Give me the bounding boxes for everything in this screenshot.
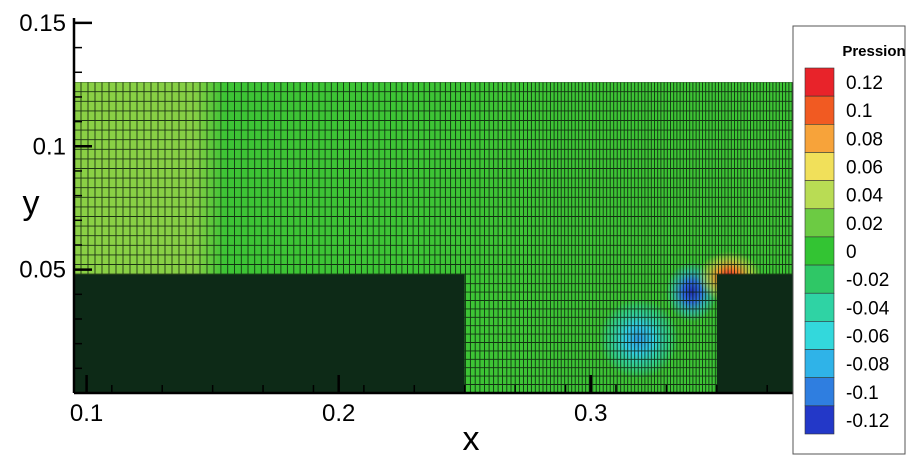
legend-swatch [804,95,835,125]
legend-swatch [804,349,835,378]
x-tick-label: 0.1 [70,400,103,427]
legend-label: 0.06 [846,158,883,179]
legend-swatch [804,321,835,350]
legend-swatch [804,292,835,322]
mesh-grid [74,82,805,393]
legend-swatch [804,124,835,153]
legend-label: -0.04 [846,298,890,319]
left-block [74,274,465,393]
legend-label: -0.1 [846,383,879,404]
plot-area [74,82,805,393]
y-axis-ticks: 0.05 0.1 0.15 [19,10,92,370]
x-tick-label: 0.2 [322,400,355,427]
legend-swatch [804,208,835,238]
legend-swatch [804,264,835,294]
solid-blocks [74,274,805,393]
legend-labels: 0.12 0.1 0.08 0.06 0.04 0.02 0 -0.02 -0.04 -0.06 -… [846,73,890,432]
right-block [716,274,805,393]
legend-label: 0 [846,242,857,263]
legend-label: -0.02 [846,270,889,291]
legend-swatch [804,405,835,435]
legend-title: Pression [842,43,905,60]
y-tick-label: 0.05 [19,257,66,284]
legend-label: -0.12 [846,411,889,432]
axes: 0.05 0.1 0.15 0.1 0.2 0.3 x y [19,10,805,457]
y-axis-label: y [23,184,40,222]
legend-swatch [804,377,835,407]
legend-label: 0.08 [846,129,883,150]
legend-label: -0.06 [846,326,889,347]
legend-label: -0.08 [846,355,889,376]
legend-swatch [804,67,835,97]
legend-swatch [804,152,835,181]
legend-swatch [804,236,835,266]
x-axis-label: x [463,420,480,457]
x-axis-ticks: 0.1 0.2 0.3 [70,375,768,427]
y-tick-label: 0.1 [33,133,66,160]
legend-label: 0.04 [846,186,883,207]
legend-label: 0.02 [846,214,883,235]
legend-label: 0.12 [846,73,883,94]
legend-swatch [804,180,835,210]
x-tick-label: 0.3 [574,400,607,427]
legend-label: 0.1 [846,101,872,122]
colorbar-legend: Pression 0.12 0.1 0.08 0.06 0.04 0.02 0 -0.02 -0… [792,25,906,455]
y-tick-label: 0.15 [19,10,66,37]
legend-swatches [804,67,835,435]
mesh-lines [74,82,805,393]
